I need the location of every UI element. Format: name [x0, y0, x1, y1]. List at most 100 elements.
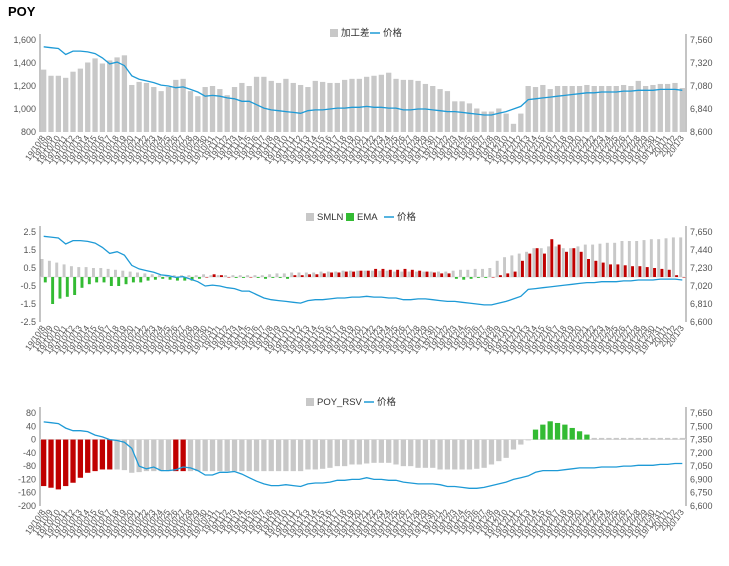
bar-poy-rsv [342, 439, 348, 467]
bar-smln [525, 251, 529, 277]
bar-ema [124, 277, 128, 285]
bar-ema [645, 267, 649, 277]
bar-jiagongcha [481, 111, 487, 132]
right-tick-label: 6,810 [690, 299, 713, 309]
left-tick-label: 0.5 [23, 263, 36, 273]
bar-smln [363, 270, 367, 277]
bar-ema [212, 274, 216, 277]
bar-poy-rsv [136, 439, 142, 473]
bar-smln [319, 271, 323, 277]
bar-ema [205, 277, 209, 278]
left-tick-label: 40 [26, 421, 36, 431]
bar-poy-rsv [41, 439, 47, 487]
bar-poy-rsv [202, 439, 208, 472]
bar-ema [330, 272, 334, 277]
left-tick-label: 1,600 [13, 35, 36, 45]
bar-poy-rsv [165, 439, 172, 472]
bar-ema [146, 277, 150, 281]
bar-jiagongcha [121, 55, 128, 133]
bar-poy-rsv [143, 439, 150, 472]
bar-poy-rsv [598, 437, 605, 440]
bar-poy-rsv [430, 439, 436, 468]
bar-smln [466, 269, 470, 277]
bar-smln [55, 262, 59, 277]
bar-jiagongcha [408, 79, 414, 132]
bar-poy-rsv [239, 439, 245, 472]
legend-swatch [306, 398, 314, 406]
bar-ema [535, 248, 539, 277]
bar-ema [359, 270, 363, 277]
bar-poy-rsv [151, 439, 157, 472]
bar-poy-rsv [613, 437, 619, 440]
bar-ema [366, 270, 370, 277]
bar-smln [158, 275, 161, 277]
bar-poy-rsv [562, 424, 568, 440]
bar-poy-rsv [488, 439, 495, 465]
bar-smln [69, 266, 73, 277]
bar-jiagongcha [41, 69, 47, 132]
bar-jiagongcha [679, 88, 685, 132]
bar-jiagongcha [77, 68, 84, 132]
bar-jiagongcha [305, 87, 311, 132]
bar-jiagongcha [547, 89, 553, 132]
bar-ema [264, 277, 267, 279]
bar-poy-rsv [63, 439, 69, 487]
bar-ema [550, 239, 554, 277]
bar-ema [80, 277, 84, 288]
bar-smln [554, 246, 558, 277]
bar-jiagongcha [283, 78, 289, 132]
bar-jiagongcha [620, 84, 627, 132]
right-tick-label: 7,440 [690, 245, 713, 255]
bar-poy-rsv [452, 439, 458, 470]
bar-jiagongcha [70, 71, 76, 132]
bar-poy-rsv [474, 439, 480, 469]
legend-label: 价格 [377, 396, 397, 408]
bar-jiagongcha [158, 91, 164, 132]
bar-poy-rsv [356, 439, 362, 465]
bar-ema [484, 277, 488, 278]
bar-jiagongcha [459, 101, 465, 132]
left-tick-label: -0.5 [20, 281, 36, 291]
bar-smln [326, 271, 330, 277]
bar-smln [106, 268, 110, 277]
bar-jiagongcha [297, 84, 304, 132]
bar-poy-rsv [231, 439, 238, 472]
bar-smln [150, 274, 154, 277]
legend-label: SMLN [317, 212, 344, 223]
bar-jiagongcha [246, 86, 252, 132]
bar-poy-rsv [209, 439, 216, 472]
bar-poy-rsv [635, 437, 641, 440]
bar-ema [594, 260, 598, 277]
bar-ema [256, 277, 260, 278]
bar-jiagongcha [217, 89, 223, 132]
bar-smln [40, 259, 44, 277]
bar-jiagongcha [371, 75, 377, 132]
bar-ema [601, 262, 605, 277]
bar-ema [388, 269, 392, 277]
bar-smln [642, 240, 646, 277]
bar-smln [99, 268, 103, 277]
bar-jiagongcha [496, 108, 502, 132]
bar-smln [495, 260, 499, 277]
bar-poy-rsv [525, 439, 531, 441]
bar-jiagongcha [165, 87, 172, 132]
bar-jiagongcha [180, 78, 186, 132]
bar-smln [136, 272, 139, 277]
bar-smln [459, 269, 462, 277]
bar-smln [444, 271, 448, 277]
bar-smln [297, 272, 301, 277]
bar-jiagongcha [635, 80, 641, 132]
bar-ema [73, 277, 77, 295]
bar-ema [87, 277, 91, 285]
bar-smln [503, 257, 507, 277]
bar-ema [638, 266, 642, 277]
bar-ema [660, 268, 664, 277]
bar-ema [462, 277, 466, 280]
bar-poy-rsv [246, 439, 252, 472]
bar-poy-rsv [606, 437, 612, 440]
bar-jiagongcha [327, 82, 333, 132]
bar-smln [312, 272, 316, 277]
bar-smln [605, 242, 609, 277]
bar-smln [451, 270, 455, 277]
